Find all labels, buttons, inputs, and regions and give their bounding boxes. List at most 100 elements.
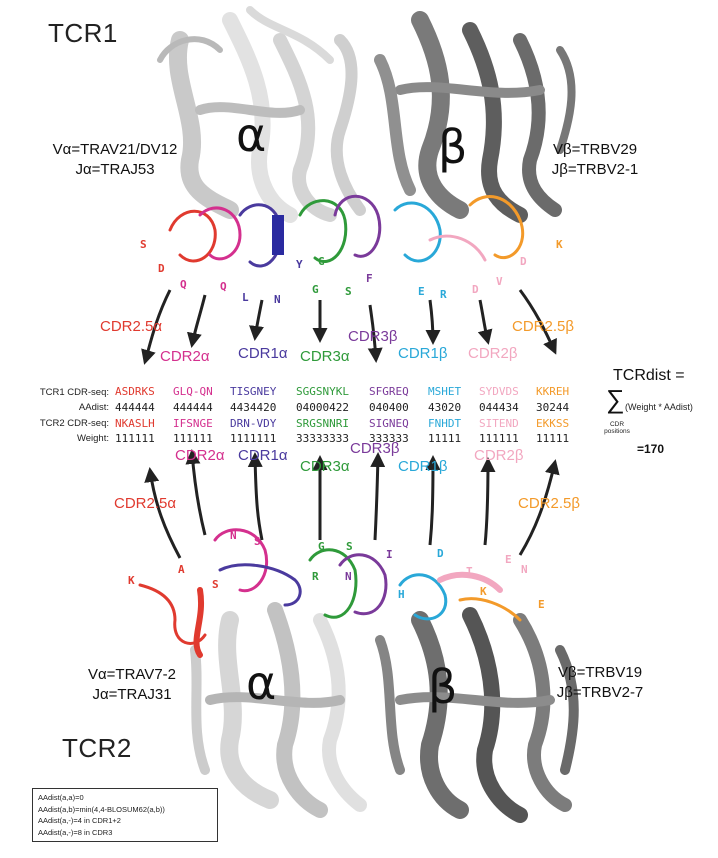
residue-bottom: R xyxy=(312,570,319,583)
residue-bottom: E xyxy=(505,553,512,566)
tcr1-beta-genes: Vβ=TRBV29 Jβ=TRBV2-1 xyxy=(530,140,660,180)
residue-bottom: S xyxy=(254,535,261,548)
cdr-label-top-cdr2b: CDR2β xyxy=(468,345,518,362)
residue-top: S xyxy=(345,285,352,298)
tcr2-seq-cdr2a: IFSNGE xyxy=(173,417,213,430)
tcr2-beta-ribbon xyxy=(375,607,579,823)
residue-top: D xyxy=(520,255,527,268)
residue-bottom: N xyxy=(521,563,528,576)
cdr-label-bottom-cdr2a: CDR2α xyxy=(175,447,225,464)
cdr-label-bottom-cdr3a: CDR3α xyxy=(300,458,350,475)
tcr2-title: TCR2 xyxy=(62,733,132,763)
legend-line: AAdist(a,-)=8 in CDR3 xyxy=(38,827,113,837)
row-label-tcr1-seq: TCR1 CDR-seq: xyxy=(39,387,109,398)
tcr1-seq-cdr1a: TISGNEY xyxy=(230,385,277,398)
tcr1-alpha-symbol: α xyxy=(236,108,267,162)
residue-top: D xyxy=(472,283,479,296)
legend-line: AAdist(a,-)=4 in CDR1+2 xyxy=(38,816,121,825)
residue-bottom: T xyxy=(466,565,473,578)
residue-bottom: I xyxy=(386,548,393,561)
residue-top: S xyxy=(140,238,147,251)
cdr-label-top-cdr1b: CDR1β xyxy=(398,345,448,362)
residue-bottom: A xyxy=(178,563,185,576)
aadist-cdr2b: 044434 xyxy=(479,401,519,414)
residue-top: K xyxy=(556,238,563,251)
residue-top: F xyxy=(366,272,373,285)
aadist-cdr2-5b: 30244 xyxy=(536,401,570,414)
tcr1-seq-cdr2a: GLQ-QN xyxy=(173,385,213,398)
residue-top: G xyxy=(312,283,319,296)
residue-top: V xyxy=(496,275,503,288)
formula-subscript-line1: CDR xyxy=(609,421,625,428)
tcr2-seq-cdr1b: FNHDT xyxy=(428,417,462,430)
tcr2-seq-cdr2-5a: NKASLH xyxy=(115,417,155,430)
tcr1-alpha-j-gene: Jα=TRAJ53 xyxy=(75,161,155,178)
top-arrows xyxy=(141,289,557,365)
tcr1-seq-cdr3b: SFGREQ xyxy=(369,385,409,398)
tcr1-alpha-v-gene: Vα=TRAV21/DV12 xyxy=(52,141,178,158)
cdr-label-top-cdr3a: CDR3α xyxy=(300,348,350,365)
row-label-weight: Weight: xyxy=(76,433,109,444)
weight-cdr3a: 33333333 xyxy=(296,432,349,445)
tcr1-beta-symbol: β xyxy=(438,120,468,174)
cdr-label-top-cdr1a: CDR1α xyxy=(238,345,288,362)
tcr2-seq-cdr2-5b: EKKSS xyxy=(536,417,570,430)
row-label-aadist: AAdist: xyxy=(78,402,109,413)
tcr2-seq-cdr3a: SRGSNNRI xyxy=(296,417,349,430)
tcr2-alpha-v-gene: Vα=TRAV7-2 xyxy=(87,666,176,683)
tcr1-seq-cdr3a: SGGSNYKL xyxy=(296,385,349,398)
weight-cdr1b: 11111 xyxy=(428,432,462,445)
weight-cdr2a: 111111 xyxy=(173,432,213,445)
tcr1-seq-cdr2-5a: ASDRKS xyxy=(115,385,155,398)
sigma-symbol: ∑ xyxy=(606,384,625,414)
cdr-label-bottom-cdr3b: CDR3β xyxy=(350,440,400,457)
cdr-label-top-cdr2-5a: CDR2.5α xyxy=(100,318,163,335)
tcr2-structure xyxy=(138,528,579,823)
aadist-cdr3a: 04000422 xyxy=(296,401,349,414)
aadist-cdr1b: 43020 xyxy=(428,401,462,414)
weight-cdr1a: 1111111 xyxy=(230,432,277,445)
cdr-label-bottom-cdr1b: CDR1β xyxy=(398,458,448,475)
formula-total: =170 xyxy=(637,442,665,456)
tcr2-alpha-ribbon xyxy=(190,602,367,818)
cdr-label-top-cdr3b: CDR3β xyxy=(348,328,398,345)
residue-top: Q xyxy=(180,278,187,291)
residue-top: L xyxy=(242,291,249,304)
residue-bottom: G xyxy=(318,540,325,553)
cdr-label-bottom-cdr2-5a: CDR2.5α xyxy=(114,495,177,512)
tcr2-seq-cdr3b: SIGNEQ xyxy=(369,417,409,430)
tcr2-cdr-loops xyxy=(138,528,522,658)
tcr2-seq-cdr1a: DRN-VDY xyxy=(230,417,277,430)
residue-bottom: N xyxy=(345,570,352,583)
residue-bottom: K xyxy=(480,585,487,598)
residue-top: Q xyxy=(220,280,227,293)
cdr-label-bottom-cdr2b: CDR2β xyxy=(474,447,524,464)
residue-top: Y xyxy=(296,258,303,271)
tcr2-alpha-symbol: α xyxy=(246,656,277,710)
residue-bottom: S xyxy=(212,578,219,591)
tcr1-seq-cdr2b: SYDVDS xyxy=(479,385,519,398)
tcr1-beta-j-gene: Jβ=TRBV2-1 xyxy=(551,161,639,178)
tcr1-title: TCR1 xyxy=(48,18,118,48)
tcr1-beta-v-gene: Vβ=TRBV29 xyxy=(552,141,638,158)
cdr-label-bottom-cdr2-5b: CDR2.5β xyxy=(518,495,580,512)
tcr1-beta-ribbon xyxy=(374,11,576,223)
residue-bottom: H xyxy=(398,588,405,601)
tcr2-beta-genes: Vβ=TRBV19 Jβ=TRBV2-7 xyxy=(535,663,665,703)
aadist-cdr2a: 444444 xyxy=(173,401,213,414)
cdr-label-bottom-cdr1a: CDR1α xyxy=(238,447,288,464)
residue-top: E xyxy=(418,285,425,298)
row-label-tcr2-seq: TCR2 CDR-seq: xyxy=(39,418,109,429)
tcr2-alpha-genes: Vα=TRAV7-2 Jα=TRAJ31 xyxy=(72,665,192,705)
weight-cdr3b: 333333 xyxy=(369,432,409,445)
bottom-arrows xyxy=(144,449,560,559)
aadist-cdr1a: 4434420 xyxy=(230,401,277,414)
tcr2-seq-cdr2b: SITEND xyxy=(479,417,519,430)
residue-top: G xyxy=(318,255,325,268)
weight-cdr2-5a: 111111 xyxy=(115,432,155,445)
residue-top: N xyxy=(274,293,281,306)
tcr1-alpha-genes: Vα=TRAV21/DV12 Jα=TRAJ53 xyxy=(35,140,195,180)
formula-subscript: CDR positions xyxy=(594,421,640,435)
residue-top: D xyxy=(158,262,165,275)
tcr2-beta-symbol: β xyxy=(428,660,458,714)
